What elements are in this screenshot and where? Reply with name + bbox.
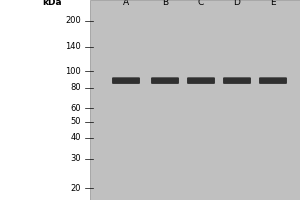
Text: 80: 80 (70, 83, 81, 92)
FancyBboxPatch shape (112, 77, 140, 84)
Text: 40: 40 (70, 133, 81, 142)
Text: B: B (162, 0, 168, 7)
FancyBboxPatch shape (187, 77, 215, 84)
Text: A: A (123, 0, 129, 7)
Text: D: D (234, 0, 240, 7)
Text: kDa: kDa (43, 0, 62, 7)
Text: 100: 100 (65, 67, 81, 76)
FancyBboxPatch shape (90, 0, 300, 200)
Text: 140: 140 (65, 42, 81, 51)
Text: 30: 30 (70, 154, 81, 163)
FancyBboxPatch shape (223, 77, 251, 84)
Text: 20: 20 (70, 184, 81, 193)
Text: 50: 50 (70, 117, 81, 126)
Text: E: E (270, 0, 276, 7)
Text: C: C (198, 0, 204, 7)
Text: 60: 60 (70, 104, 81, 113)
Text: 200: 200 (65, 16, 81, 25)
FancyBboxPatch shape (259, 77, 287, 84)
FancyBboxPatch shape (151, 77, 179, 84)
